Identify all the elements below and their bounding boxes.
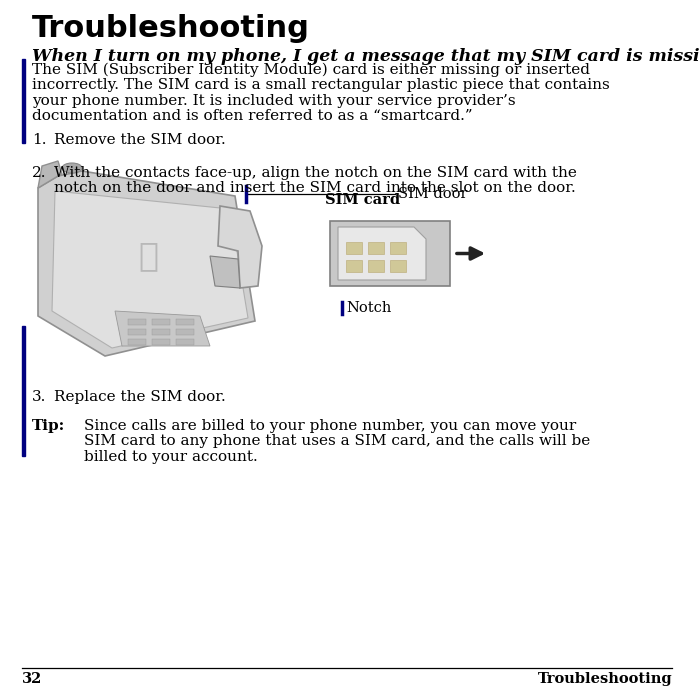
Text: 3.: 3.: [32, 390, 46, 404]
Bar: [330, 221, 450, 286]
Text: Troubleshooting: Troubleshooting: [32, 14, 310, 43]
Bar: [346, 260, 362, 272]
Bar: [22, 59, 25, 143]
Text: Troubleshooting: Troubleshooting: [538, 672, 672, 686]
Bar: [176, 329, 194, 335]
Text: documentation and is often referred to as a “smartcard.”: documentation and is often referred to a…: [32, 110, 473, 123]
Text: 32: 32: [22, 672, 43, 686]
Bar: [128, 329, 146, 335]
Polygon shape: [38, 161, 62, 188]
Bar: [346, 242, 362, 254]
Bar: [152, 319, 170, 325]
Text: When I turn on my phone, I get a message that my SIM card is missing.: When I turn on my phone, I get a message…: [32, 48, 699, 65]
Polygon shape: [218, 206, 262, 288]
Bar: [22, 326, 25, 456]
Bar: [152, 329, 170, 335]
Text: 1.: 1.: [32, 133, 47, 147]
Bar: [368, 260, 384, 272]
Text: SIM door: SIM door: [398, 187, 468, 201]
Bar: [176, 319, 194, 325]
Text: Since calls are billed to your phone number, you can move your: Since calls are billed to your phone num…: [84, 419, 576, 433]
Text: your phone number. It is included with your service provider’s: your phone number. It is included with y…: [32, 94, 516, 108]
Text: ✕: ✕: [138, 240, 158, 272]
Bar: [152, 339, 170, 345]
Text: notch on the door and insert the SIM card into the slot on the door.: notch on the door and insert the SIM car…: [54, 182, 576, 196]
Bar: [390, 242, 406, 254]
Text: The SIM (Subscriber Identity Module) card is either missing or inserted: The SIM (Subscriber Identity Module) car…: [32, 63, 590, 78]
Polygon shape: [115, 311, 210, 346]
Text: Notch: Notch: [346, 301, 391, 315]
Bar: [128, 339, 146, 345]
Polygon shape: [210, 256, 240, 288]
Polygon shape: [52, 191, 248, 348]
Polygon shape: [338, 227, 426, 280]
Text: 2.: 2.: [32, 166, 47, 180]
Bar: [128, 319, 146, 325]
Bar: [368, 242, 384, 254]
Text: billed to your account.: billed to your account.: [84, 450, 258, 464]
FancyArrowPatch shape: [456, 248, 482, 259]
Bar: [176, 339, 194, 345]
Text: incorrectly. The SIM card is a small rectangular plastic piece that contains: incorrectly. The SIM card is a small rec…: [32, 78, 610, 93]
Text: SIM card to any phone that uses a SIM card, and the calls will be: SIM card to any phone that uses a SIM ca…: [84, 434, 590, 449]
Text: Replace the SIM door.: Replace the SIM door.: [54, 390, 226, 404]
Text: Remove the SIM door.: Remove the SIM door.: [54, 133, 226, 147]
Bar: [390, 260, 406, 272]
Ellipse shape: [62, 163, 82, 173]
Polygon shape: [38, 171, 255, 356]
Text: Tip:: Tip:: [32, 419, 65, 433]
Text: With the contacts face-up, align the notch on the SIM card with the: With the contacts face-up, align the not…: [54, 166, 577, 180]
Text: SIM card: SIM card: [325, 193, 400, 207]
